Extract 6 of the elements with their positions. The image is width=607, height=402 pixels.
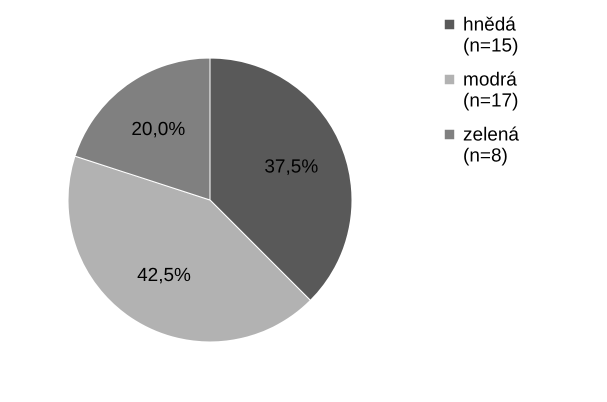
data-label: 20,0% (131, 118, 186, 140)
legend-label: hnědá (n=15) (463, 14, 518, 56)
data-label: 37,5% (264, 156, 318, 178)
legend-label: modrá (n=17) (463, 70, 518, 112)
data-label: 42,5% (137, 265, 192, 286)
legend-label: zelená (n=8) (463, 124, 520, 166)
